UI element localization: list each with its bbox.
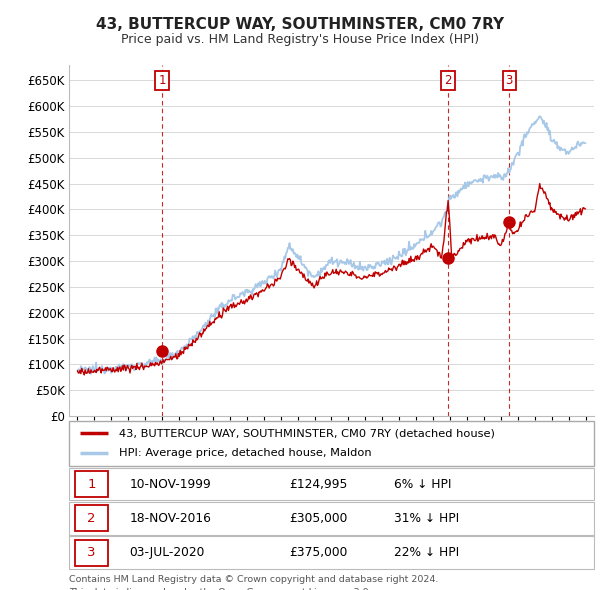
Text: 3: 3 xyxy=(506,74,513,87)
Text: HPI: Average price, detached house, Maldon: HPI: Average price, detached house, Mald… xyxy=(119,448,371,458)
Text: 03-JUL-2020: 03-JUL-2020 xyxy=(130,546,205,559)
Text: 18-NOV-2016: 18-NOV-2016 xyxy=(130,512,211,525)
Bar xyxy=(76,540,108,565)
Text: 10-NOV-1999: 10-NOV-1999 xyxy=(130,477,211,491)
Text: 1: 1 xyxy=(88,477,96,491)
Text: 22% ↓ HPI: 22% ↓ HPI xyxy=(395,546,460,559)
Bar xyxy=(76,471,108,497)
Text: 3: 3 xyxy=(88,546,96,559)
Text: Price paid vs. HM Land Registry's House Price Index (HPI): Price paid vs. HM Land Registry's House … xyxy=(121,33,479,46)
Text: 2: 2 xyxy=(444,74,452,87)
Bar xyxy=(76,505,108,532)
Text: 6% ↓ HPI: 6% ↓ HPI xyxy=(395,477,452,491)
Text: 43, BUTTERCUP WAY, SOUTHMINSTER, CM0 7RY: 43, BUTTERCUP WAY, SOUTHMINSTER, CM0 7RY xyxy=(96,17,504,31)
Text: 1: 1 xyxy=(158,74,166,87)
Text: £124,995: £124,995 xyxy=(290,477,348,491)
Text: 2: 2 xyxy=(88,512,96,525)
Text: 31% ↓ HPI: 31% ↓ HPI xyxy=(395,512,460,525)
Text: Contains HM Land Registry data © Crown copyright and database right 2024.
This d: Contains HM Land Registry data © Crown c… xyxy=(69,575,439,590)
Text: £375,000: £375,000 xyxy=(290,546,348,559)
Text: £305,000: £305,000 xyxy=(290,512,348,525)
Text: 43, BUTTERCUP WAY, SOUTHMINSTER, CM0 7RY (detached house): 43, BUTTERCUP WAY, SOUTHMINSTER, CM0 7RY… xyxy=(119,428,495,438)
